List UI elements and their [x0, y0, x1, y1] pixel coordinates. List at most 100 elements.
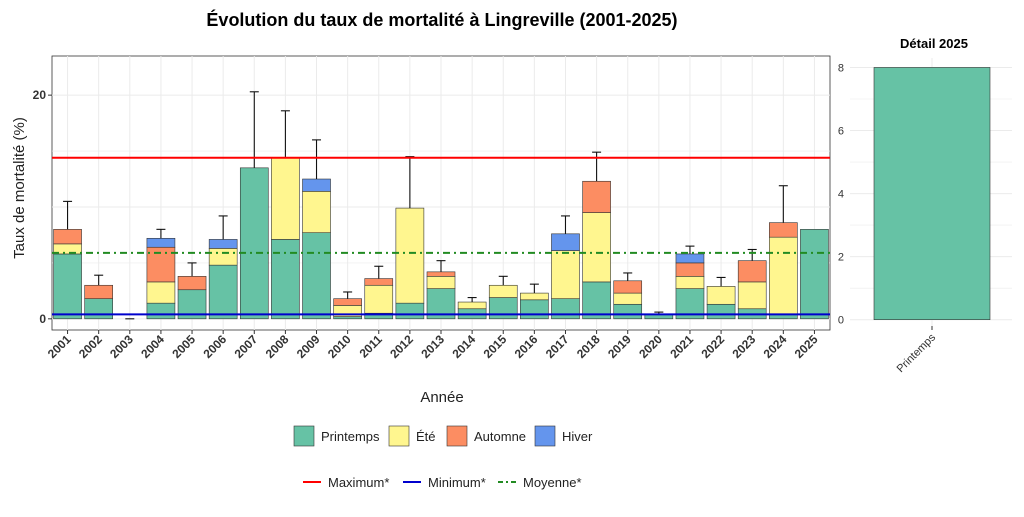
legend-swatch-hiver [534, 425, 556, 447]
x-tick-label: 2010 [325, 332, 354, 361]
bar-segment-hiver [208, 239, 238, 249]
x-tick-label: 2019 [605, 332, 634, 361]
bar-segment-automne [177, 276, 207, 291]
legend-label-hiver: Hiver [562, 429, 593, 444]
legend: Printemps Été Automne Hiver Maximum* Minimum*… [293, 425, 593, 490]
x-tick-label: 2004 [138, 332, 167, 361]
legend-swatch-printemps [293, 425, 315, 447]
x-tick-label: 2011 [357, 332, 386, 361]
x-tick-label: 2014 [449, 332, 478, 361]
bar-segment-automne [53, 229, 82, 245]
bar-segment-printemps [84, 298, 113, 320]
bar-segment-hiver [302, 178, 331, 192]
bar-segment-été [488, 284, 518, 298]
bar-segment-printemps [706, 303, 736, 320]
legend-label-printemps: Printemps [321, 429, 380, 444]
x-tick-label: 2023 [730, 332, 759, 361]
detail-x-tick-label: Printemps [895, 331, 939, 375]
y-tick-label: 20 [33, 88, 47, 102]
x-tick-label: 2013 [418, 332, 447, 361]
detail-y-tick-label: 0 [838, 315, 844, 327]
y-axis-title: Taux de mortalité (%) [11, 117, 28, 259]
bar-segment-été [769, 236, 798, 315]
x-tick-label: 2008 [263, 332, 292, 361]
bar-segment-automne [582, 180, 611, 213]
x-tick-label: 2002 [76, 332, 105, 361]
bar-segment-automne [84, 284, 113, 299]
bar-segment-printemps [271, 239, 300, 320]
bar-segment-été [613, 292, 643, 305]
detail-plot-panel: 0 2 4 6 8 Printemps [838, 58, 1012, 375]
detail-y-tick-label: 4 [838, 189, 844, 201]
bar-segment-printemps [582, 281, 611, 320]
x-tick-label: 2015 [481, 332, 510, 361]
x-tick-label: 2003 [107, 332, 136, 361]
bar-segment-été [551, 250, 580, 299]
bar-segment-été [582, 212, 611, 283]
x-tick-label: 2009 [294, 332, 323, 361]
detail-y-tick-label: 2 [838, 252, 844, 264]
detail-bar-printemps [873, 67, 991, 320]
bar-segment-été [706, 286, 736, 305]
bar-segment-été [737, 281, 767, 310]
x-tick-label: 2022 [698, 332, 727, 361]
bar-segment-printemps [333, 316, 362, 320]
x-tick-label: 2021 [667, 332, 696, 361]
bar-segment-printemps [613, 303, 643, 320]
legend-label-été: Été [416, 429, 436, 444]
x-tick-label: 2006 [200, 332, 229, 361]
bar-segment-automne [737, 260, 767, 283]
legend-swatch-été [388, 425, 410, 447]
legend-label-maximum: Maximum* [328, 475, 389, 490]
bar-segment-été [457, 301, 487, 310]
x-axis-title: Année [420, 389, 463, 406]
x-tick-label: 2020 [636, 332, 665, 361]
bar-segment-automne [613, 280, 643, 294]
legend-label-minimum: Minimum* [428, 475, 486, 490]
bar-segment-printemps [800, 229, 829, 320]
bar-segment-automne [364, 278, 394, 286]
x-tick-label: 2017 [543, 332, 572, 361]
bar-segment-été [426, 276, 456, 289]
bar-segment-hiver [551, 233, 580, 251]
detail-panel-title: Détail 2025 [900, 36, 968, 51]
legend-label-automne: Automne [474, 429, 526, 444]
bar-segment-printemps [488, 297, 518, 320]
bar-segment-été [146, 281, 176, 304]
bar-segment-automne [675, 262, 705, 277]
bar-segment-été [271, 157, 300, 240]
bar-segment-été [395, 207, 425, 304]
bar-segment-été [675, 276, 705, 289]
x-tick-label: 2018 [574, 332, 603, 361]
y-tick-label: 0 [39, 312, 46, 326]
bar-segment-été [364, 284, 394, 314]
bar-segment-printemps [146, 302, 176, 320]
x-tick-label: 2005 [169, 332, 198, 361]
bar-segment-printemps [239, 167, 269, 320]
detail-y-tick-label: 6 [838, 126, 844, 138]
bar-segment-été [302, 191, 331, 234]
bar-segment-hiver [675, 253, 705, 264]
bar-segment-automne [333, 298, 362, 306]
chart-title: Évolution du taux de mortalité à Lingrev… [206, 9, 677, 30]
bar-segment-hiver [146, 237, 176, 248]
x-tick-label: 2012 [387, 332, 416, 361]
x-tick-label: 2024 [761, 332, 790, 361]
x-tick-label: 2025 [792, 332, 821, 361]
x-tick-label: 2001 [45, 332, 74, 361]
bar-segment-printemps [395, 302, 425, 320]
bar-segment-automne [426, 271, 456, 277]
bar-segment-printemps [208, 264, 238, 320]
legend-swatch-automne [446, 425, 468, 447]
x-tick-label: 2007 [232, 332, 261, 361]
bar-segment-été [520, 292, 549, 301]
detail-y-tick-label: 8 [838, 62, 844, 74]
bar-segment-automne [769, 222, 798, 238]
bar-segment-été [208, 248, 238, 266]
bar-segment-printemps [53, 253, 82, 320]
x-tick-label: 2016 [512, 332, 541, 361]
bar-segment-printemps [302, 232, 331, 320]
